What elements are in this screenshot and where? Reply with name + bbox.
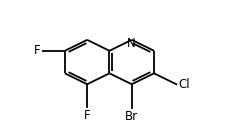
Text: Cl: Cl [178,78,189,91]
Text: N: N [127,37,135,50]
Text: Br: Br [125,110,138,123]
Text: F: F [34,44,40,57]
Text: F: F [83,109,90,122]
